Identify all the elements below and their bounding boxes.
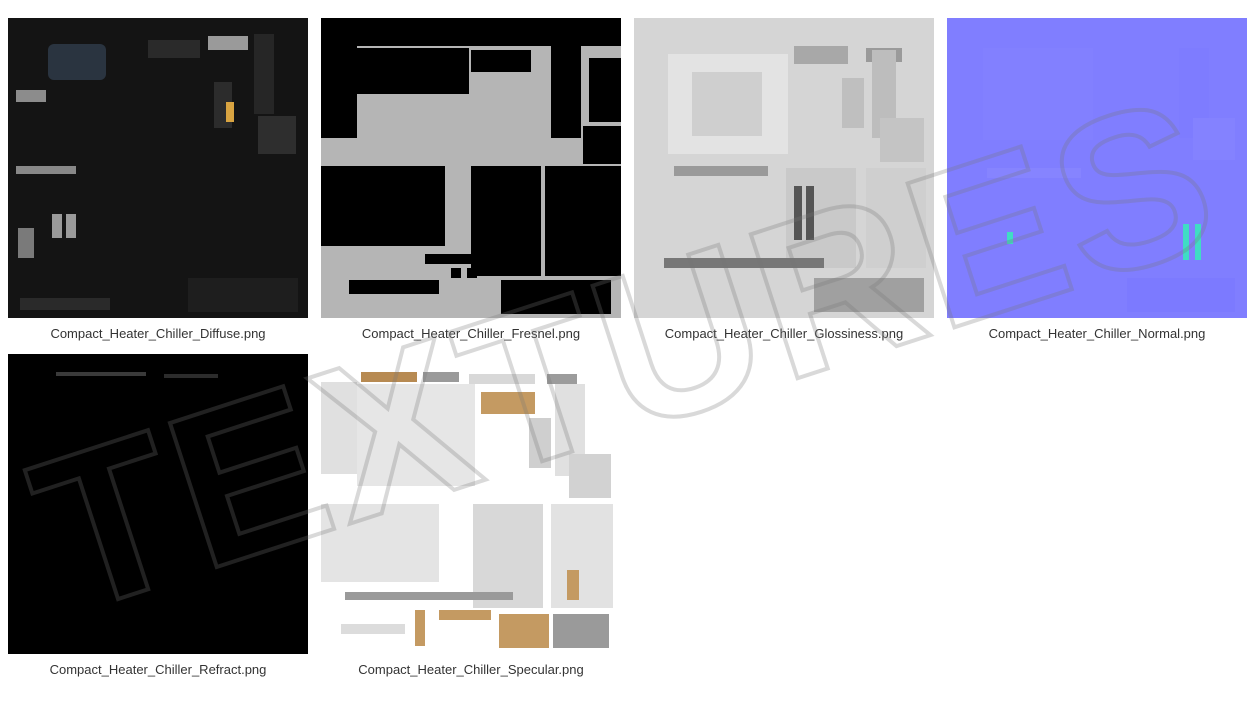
texture-region (467, 268, 477, 278)
texture-region (361, 372, 417, 382)
texture-region (16, 90, 46, 102)
texture-region (1195, 224, 1201, 260)
texture-region (501, 280, 611, 314)
texture-region (56, 372, 146, 376)
thumbnail-caption: Compact_Heater_Chiller_Diffuse.png (50, 326, 265, 341)
texture-region (983, 48, 1093, 140)
texture-region (551, 504, 613, 608)
texture-region (1007, 232, 1013, 244)
texture-region (321, 504, 439, 582)
thumbnail-caption: Compact_Heater_Chiller_Refract.png (50, 662, 267, 677)
thumbnail-cell[interactable]: Compact_Heater_Chiller_Normal.png (947, 18, 1247, 341)
texture-region (674, 166, 768, 176)
thumbnail-image[interactable] (634, 18, 934, 318)
texture-region (66, 214, 76, 238)
thumbnail-caption: Compact_Heater_Chiller_Glossiness.png (665, 326, 903, 341)
texture-region (569, 454, 611, 498)
texture-region (1183, 224, 1189, 260)
texture-region (48, 44, 106, 80)
texture-region (583, 126, 621, 164)
texture-region (553, 614, 609, 648)
texture-region (1127, 278, 1235, 312)
texture-region (794, 186, 802, 240)
texture-region (341, 624, 405, 634)
texture-region (148, 40, 200, 58)
texture-region (545, 166, 621, 276)
texture-region (880, 118, 924, 162)
texture-region (357, 48, 469, 94)
texture-region (529, 418, 551, 468)
texture-region (208, 36, 248, 50)
texture-region (357, 384, 475, 486)
texture-region (164, 374, 218, 378)
texture-region (1193, 118, 1235, 160)
texture-region (547, 374, 577, 384)
texture-region (415, 610, 425, 646)
texture-region (987, 168, 1081, 178)
texture-region (345, 592, 513, 600)
texture-region (16, 166, 76, 174)
texture-region (567, 570, 579, 600)
thumbnail-cell[interactable]: Compact_Heater_Chiller_Refract.png (8, 354, 308, 677)
texture-region (866, 168, 926, 268)
texture-region (20, 298, 110, 310)
texture-region (188, 278, 298, 312)
thumbnail-image[interactable] (8, 18, 308, 318)
texture-region (52, 214, 62, 238)
texture-region (589, 58, 621, 122)
thumbnail-image[interactable] (321, 18, 621, 318)
thumbnail-caption: Compact_Heater_Chiller_Fresnel.png (362, 326, 580, 341)
thumbnail-image[interactable] (947, 18, 1247, 318)
texture-region (469, 374, 535, 384)
texture-region (794, 46, 848, 64)
texture-region (226, 102, 234, 122)
texture-region (551, 46, 581, 138)
thumbnail-image[interactable] (321, 354, 621, 654)
thumbnail-caption: Compact_Heater_Chiller_Normal.png (989, 326, 1206, 341)
texture-region (349, 280, 439, 294)
texture-region (692, 72, 762, 136)
texture-region (258, 116, 296, 154)
texture-region (425, 254, 535, 264)
texture-region (814, 278, 924, 312)
texture-region (664, 258, 824, 268)
texture-region (18, 228, 34, 258)
thumbnail-caption: Compact_Heater_Chiller_Specular.png (358, 662, 583, 677)
thumbnail-cell[interactable]: Compact_Heater_Chiller_Fresnel.png (321, 18, 621, 341)
thumbnail-cell[interactable]: Compact_Heater_Chiller_Specular.png (321, 354, 621, 677)
thumbnail-cell[interactable]: Compact_Heater_Chiller_Diffuse.png (8, 18, 308, 341)
texture-region (842, 78, 864, 128)
texture-grid: Compact_Heater_Chiller_Diffuse.png Compac… (0, 0, 1253, 695)
texture-region (254, 34, 274, 114)
texture-region (321, 18, 621, 46)
texture-region (451, 268, 461, 278)
texture-region (1107, 178, 1171, 272)
texture-region (806, 186, 814, 240)
texture-region (481, 392, 535, 414)
texture-region (321, 166, 445, 246)
texture-region (423, 372, 459, 382)
thumbnail-cell[interactable]: Compact_Heater_Chiller_Glossiness.png (634, 18, 934, 341)
thumbnail-image[interactable] (8, 354, 308, 654)
texture-region (321, 46, 357, 138)
texture-region (471, 50, 531, 72)
texture-region (321, 382, 357, 474)
texture-region (499, 614, 549, 648)
texture-region (439, 610, 491, 620)
